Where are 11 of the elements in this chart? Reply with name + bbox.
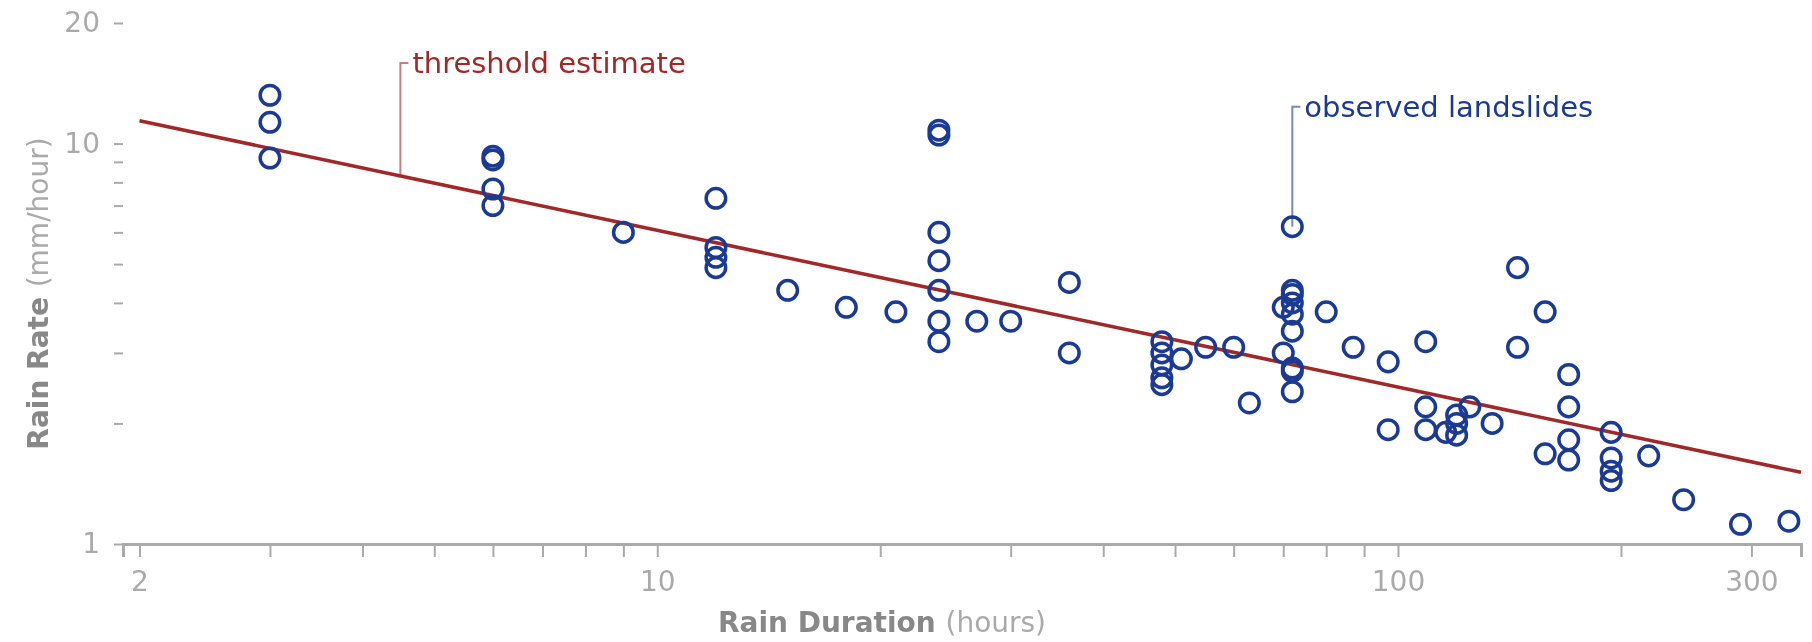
y-tick-label: 20: [64, 6, 100, 40]
annotation: threshold estimate: [412, 46, 686, 80]
x-axis-title: Rain Duration (hours): [717, 606, 1047, 639]
x-tick-label: 300: [1725, 564, 1779, 598]
annotation: observed landslides: [1304, 89, 1594, 124]
x-tick-label: 2: [131, 564, 149, 598]
y-tick-label: 1: [82, 527, 100, 561]
y-tick-label: 10: [64, 127, 100, 161]
y-axis-title: Rain Rate (mm/hour): [22, 137, 55, 450]
x-tick-label: 10: [639, 564, 676, 598]
x-tick-label: 100: [1371, 564, 1426, 598]
